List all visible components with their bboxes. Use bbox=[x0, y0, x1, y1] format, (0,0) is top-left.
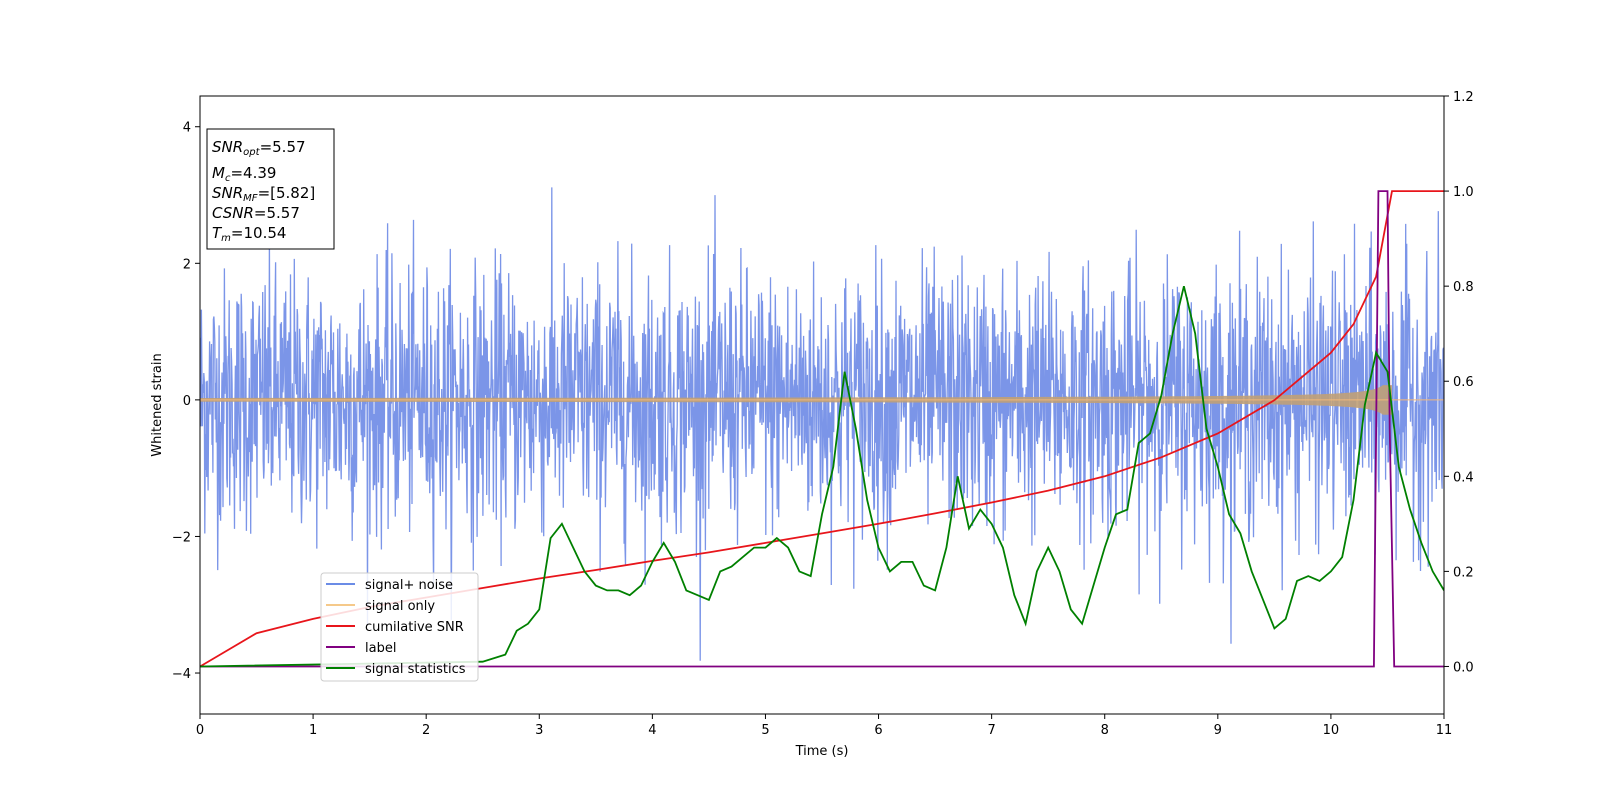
legend-item-label: label bbox=[326, 641, 396, 656]
x-tick-label: 1 bbox=[309, 723, 317, 738]
y-right-tick-label: 0.8 bbox=[1453, 280, 1474, 295]
x-tick-label: 5 bbox=[761, 723, 769, 738]
x-tick-label: 10 bbox=[1323, 723, 1340, 738]
y-right-tick-label: 0.6 bbox=[1453, 375, 1474, 390]
y-right-tick-label: 0.4 bbox=[1453, 470, 1474, 485]
y-tick-label: −4 bbox=[172, 667, 191, 682]
x-tick-label: 11 bbox=[1436, 723, 1453, 738]
info-csnr: CSNR=5.57 bbox=[212, 204, 300, 222]
x-axis: 0 1 2 3 4 5 6 7 8 9 10 11 bbox=[196, 714, 1452, 738]
x-tick-label: 7 bbox=[987, 723, 995, 738]
x-tick-label: 3 bbox=[535, 723, 543, 738]
svg-text:cumilative SNR: cumilative SNR bbox=[365, 620, 464, 635]
svg-text:signal+ noise: signal+ noise bbox=[365, 578, 453, 593]
x-axis-label: Time (s) bbox=[795, 744, 849, 759]
signal-statistics-series bbox=[200, 285, 1444, 668]
x-tick-label: 6 bbox=[874, 723, 882, 738]
plot-frame bbox=[199, 95, 1445, 715]
y-right-tick-label: 1.2 bbox=[1453, 90, 1474, 105]
y-tick-label: −2 bbox=[172, 530, 191, 545]
y-right-tick-label: 0.0 bbox=[1453, 660, 1474, 675]
y-right-tick-label: 1.0 bbox=[1453, 185, 1474, 200]
legend-item-signal-noise: signal+ noise bbox=[326, 578, 453, 593]
legend-item-cumulative-snr: cumilative SNR bbox=[326, 620, 464, 635]
svg-text:label: label bbox=[365, 641, 396, 656]
info-tm: Tm=10.54 bbox=[212, 224, 286, 244]
svg-text:signal statistics: signal statistics bbox=[365, 662, 466, 677]
x-tick-label: 2 bbox=[422, 723, 430, 738]
label-series bbox=[200, 190, 1444, 668]
y-axis-right: 0.0 0.2 0.4 0.6 0.8 1.0 1.2 bbox=[1444, 90, 1474, 675]
info-box: SNRopt=5.57 Mc=4.39 SNRMF=[5.82] CSNR=5.… bbox=[206, 128, 335, 250]
x-tick-label: 0 bbox=[196, 723, 204, 738]
info-mc: Mc=4.39 bbox=[212, 164, 276, 184]
x-tick-label: 8 bbox=[1101, 723, 1109, 738]
y-tick-label: 4 bbox=[183, 121, 191, 136]
y-axis-left: −4 −2 0 2 4 bbox=[172, 121, 200, 682]
info-snr-opt: SNRopt=5.57 bbox=[212, 138, 306, 158]
svg-text:signal only: signal only bbox=[365, 599, 435, 614]
signal-noise-series bbox=[200, 187, 1444, 661]
legend-item-signal-only: signal only bbox=[326, 599, 435, 614]
legend-item-signal-statistics: signal statistics bbox=[326, 662, 466, 677]
legend: signal+ noise signal only cumilative SNR… bbox=[320, 572, 479, 682]
y-tick-label: 0 bbox=[183, 394, 191, 409]
x-tick-label: 4 bbox=[648, 723, 656, 738]
y-axis-label: Whitened strain bbox=[150, 353, 165, 456]
info-snr-mf: SNRMF=[5.82] bbox=[212, 184, 315, 204]
y-right-tick-label: 0.2 bbox=[1453, 565, 1474, 580]
y-tick-label: 2 bbox=[183, 257, 191, 272]
x-tick-label: 9 bbox=[1214, 723, 1222, 738]
